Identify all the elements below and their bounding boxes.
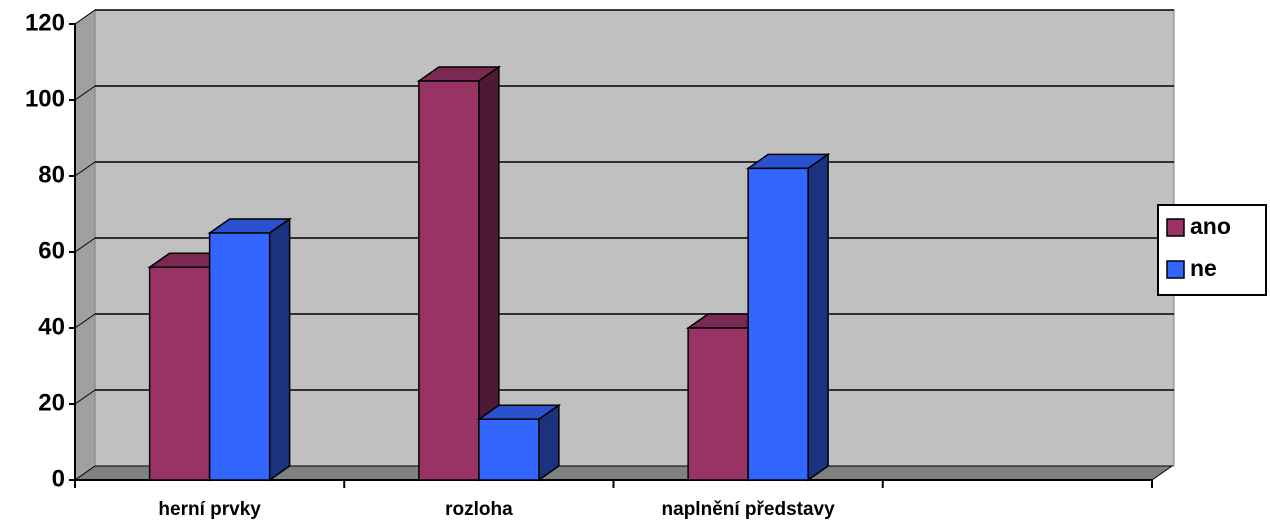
legend-swatch (1166, 218, 1185, 237)
grid-line (74, 161, 96, 177)
grid-line (74, 313, 96, 329)
y-tick-label: 40 (38, 313, 65, 340)
bar (687, 327, 749, 481)
bar (747, 167, 809, 481)
bar-side (538, 403, 560, 482)
grid-line (74, 237, 96, 253)
legend-swatch (1166, 260, 1185, 279)
x-tick-label: naplnění představy (662, 499, 836, 520)
y-tick-label: 0 (52, 465, 65, 492)
grid-line (74, 85, 96, 101)
legend-label: ano (1190, 213, 1231, 239)
grid-line (74, 9, 96, 25)
legend-label: ne (1190, 255, 1217, 281)
x-tick-label: herní prvky (158, 499, 261, 520)
y-tick-label: 100 (25, 85, 65, 112)
y-tick-label: 60 (38, 237, 65, 264)
bar-side (268, 217, 291, 482)
bar (208, 232, 271, 481)
grid-line (74, 389, 96, 405)
bar-side (807, 152, 829, 482)
bar (148, 266, 211, 481)
bar (478, 418, 540, 481)
y-tick-label: 80 (38, 161, 65, 188)
y-tick-label: 20 (38, 389, 65, 416)
bar (418, 80, 480, 481)
x-tick-label: rozloha (445, 499, 513, 520)
y-tick-label: 120 (25, 9, 65, 36)
